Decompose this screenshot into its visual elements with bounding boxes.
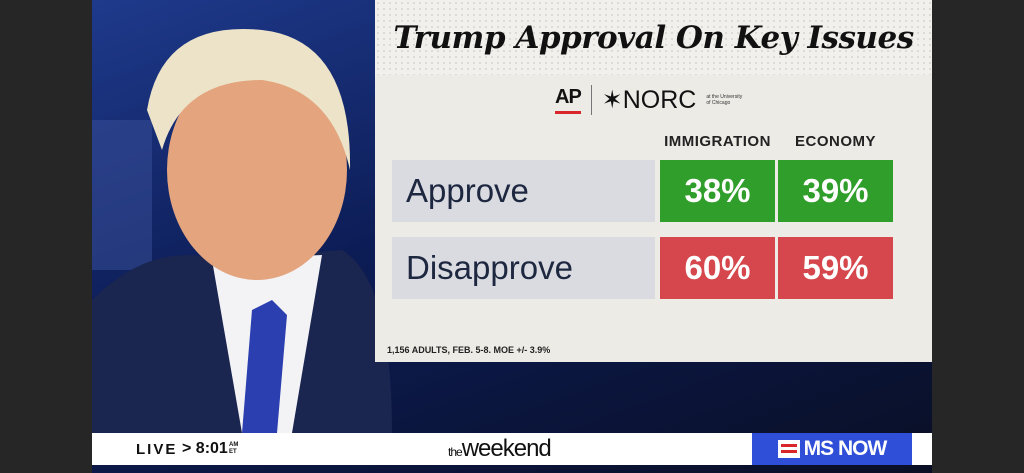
broadcast-time: > 8:01 <box>182 440 228 457</box>
show-name: weekend <box>461 435 552 462</box>
network-name: MS NOW <box>803 437 888 460</box>
live-indicator: LIVE <box>136 441 178 458</box>
row-label-approve: Approve <box>392 160 655 222</box>
speaker-photo <box>92 29 392 433</box>
approve-economy-value: 39% <box>778 160 893 222</box>
left-letterbox <box>0 0 92 473</box>
timezone: ET <box>229 449 237 455</box>
network-logo: MS NOW <box>752 433 912 465</box>
disapprove-immigration-value: 60% <box>660 237 775 299</box>
column-header-economy: ECONOMY <box>794 133 876 150</box>
logo-divider <box>590 85 592 115</box>
show-logo: theweekend <box>448 435 552 463</box>
right-letterbox <box>932 0 1024 473</box>
row-label-disapprove: Disapprove <box>392 237 655 299</box>
source-logos: AP ✶NORC at the University of Chicago <box>555 85 746 115</box>
poll-footnote: 1,156 ADULTS, FEB. 5-8. MOE +/- 3.9% <box>387 345 551 355</box>
disapprove-economy-value: 59% <box>778 237 893 299</box>
norc-logo: ✶NORC <box>601 86 697 114</box>
flag-icon <box>777 440 800 458</box>
time-suffix: AM ET <box>229 442 238 456</box>
ap-logo: AP <box>555 86 582 114</box>
graphic-title: Trump Approval On Key Issues <box>393 19 914 56</box>
ampm: AM <box>229 442 239 448</box>
title-band: Trump Approval On Key Issues <box>375 0 932 75</box>
video-frame: Trump Approval On Key Issues AP ✶NORC at… <box>92 0 932 473</box>
norc-subtitle: at the University of Chicago <box>706 94 743 106</box>
column-header-immigration: IMMIGRATION <box>664 133 771 150</box>
approve-immigration-value: 38% <box>660 160 775 222</box>
poll-graphic: Trump Approval On Key Issues AP ✶NORC at… <box>375 0 932 362</box>
lower-ticker: LIVE > 8:01 AM ET theweekend MS NOW <box>92 433 932 465</box>
show-prefix: the <box>448 445 463 459</box>
